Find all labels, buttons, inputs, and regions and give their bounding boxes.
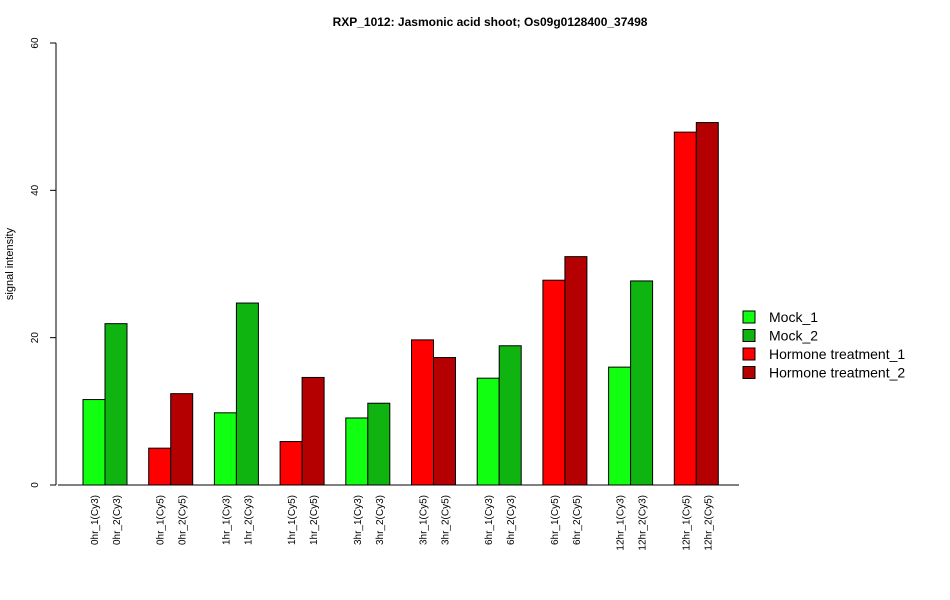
bar xyxy=(82,399,106,486)
y-axis: 0 20 40 60 xyxy=(30,37,57,488)
legend-label: Hormone treatment_1 xyxy=(769,346,905,362)
x-tick-label: 12hr_1(Cy3) xyxy=(616,495,627,551)
legend-swatch xyxy=(742,347,756,361)
x-tick-label: 0hr_1(Cy5) xyxy=(156,495,167,545)
bar xyxy=(476,377,500,486)
x-tick-label: 0hr_1(Cy3) xyxy=(90,495,101,545)
legend: Mock_1 Mock_2 Hormone treatment_1 Hormone t… xyxy=(742,309,905,381)
legend-label: Mock_2 xyxy=(769,328,818,344)
bar xyxy=(367,402,391,486)
bars-group xyxy=(82,122,719,486)
bar xyxy=(498,345,522,486)
legend-label: Hormone treatment_2 xyxy=(769,365,905,381)
bar xyxy=(673,131,697,486)
bar xyxy=(301,376,325,486)
x-tick-label: 1hr_2(Cy5) xyxy=(309,495,320,545)
y-tick-label: 60 xyxy=(30,37,41,49)
bar xyxy=(630,280,654,486)
x-tick-label: 6hr_2(Cy3) xyxy=(506,495,517,545)
bar xyxy=(411,339,434,486)
x-tick-label: 12hr_1(Cy5) xyxy=(681,495,692,551)
legend-label: Mock_1 xyxy=(769,309,818,325)
x-tick-label: 12hr_2(Cy3) xyxy=(638,495,649,551)
bar xyxy=(235,302,259,486)
bar xyxy=(433,357,456,486)
bar xyxy=(279,441,303,486)
x-tick-label: 6hr_2(Cy5) xyxy=(572,495,583,545)
bar xyxy=(542,279,566,486)
x-tick-label: 1hr_1(Cy3) xyxy=(221,495,232,545)
bar xyxy=(170,393,194,486)
y-tick-label: 0 xyxy=(30,482,41,488)
bar xyxy=(148,447,172,486)
legend-swatch xyxy=(742,329,756,342)
x-tick-label: 1hr_1(Cy5) xyxy=(287,495,298,545)
x-tick-labels: 0hr_1(Cy3) 0hr_2(Cy3) 0hr_1(Cy5) 0hr_2(Cy5)… xyxy=(90,495,714,551)
y-axis-label: signal intensity xyxy=(4,227,16,300)
x-tick-label: 0hr_2(Cy3) xyxy=(112,495,123,545)
legend-swatch xyxy=(742,310,756,324)
chart-title: RXP_1012: Jasmonic acid shoot; Os09g0128… xyxy=(333,15,648,29)
x-tick-label: 0hr_2(Cy5) xyxy=(178,495,189,545)
x-tick-label: 3hr_1(Cy5) xyxy=(419,495,430,545)
bar xyxy=(608,366,632,486)
x-tick-label: 12hr_2(Cy5) xyxy=(703,495,714,551)
x-tick-label: 6hr_1(Cy5) xyxy=(550,495,561,545)
bar xyxy=(695,122,719,486)
x-tick-label: 3hr_1(Cy3) xyxy=(353,495,364,545)
bar xyxy=(345,417,369,486)
x-tick-label: 3hr_2(Cy5) xyxy=(441,495,452,545)
x-tick-label: 1hr_2(Cy3) xyxy=(243,495,254,545)
bar xyxy=(564,256,588,486)
bar xyxy=(104,323,128,486)
y-tick-label: 20 xyxy=(30,332,41,344)
x-tick-label: 3hr_2(Cy3) xyxy=(375,495,386,545)
y-tick-label: 40 xyxy=(30,184,41,196)
x-tick-label: 6hr_1(Cy3) xyxy=(484,495,495,545)
bar xyxy=(213,412,237,486)
legend-swatch xyxy=(742,366,756,379)
